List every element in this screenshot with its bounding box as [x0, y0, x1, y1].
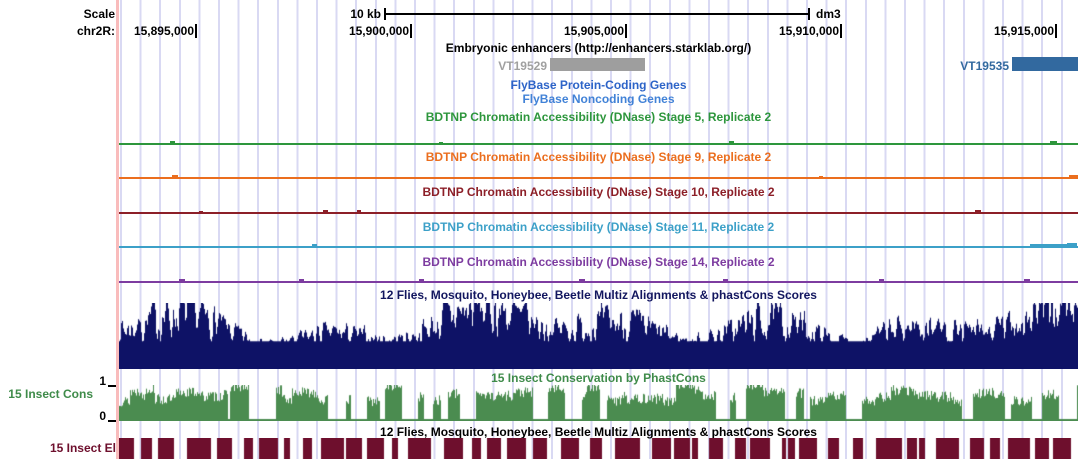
bdtnp-signal-peak: [579, 279, 585, 281]
ruler-coordinate-label: 15,900,000: [348, 24, 409, 38]
bdtnp-track-title[interactable]: BDTNP Chromatin Accessibility (DNase) St…: [425, 150, 772, 164]
bdtnp-signal-baseline[interactable]: [119, 281, 1078, 283]
bdtnp-signal-peak: [179, 279, 185, 281]
bdtnp-signal-peak: [1069, 175, 1078, 177]
scale-row-label: Scale: [83, 7, 115, 21]
bdtnp-signal-peak: [729, 141, 734, 143]
cons-track-title[interactable]: 15 Insect Conservation by PhastCons: [491, 371, 706, 385]
bdtnp-signal-peak: [312, 244, 317, 246]
bdtnp-signal-peak: [323, 210, 328, 212]
conserved-elements-track[interactable]: [119, 438, 1078, 459]
scale-bar-value: 10 kb: [350, 7, 381, 21]
ruler-tick: [1055, 24, 1057, 38]
cons-axis-max: 1: [99, 374, 106, 388]
phastcons-histogram-track[interactable]: [119, 385, 1078, 421]
cons-axis-max-tick: [108, 385, 116, 387]
bdtnp-signal-peak: [975, 210, 981, 212]
enhancers-track-title: Embryonic enhancers (http://enhancers.st…: [445, 41, 752, 55]
bdtnp-signal-baseline[interactable]: [119, 212, 1078, 214]
chromosome-label: chr2R:: [76, 24, 115, 38]
cons-axis-min-tick: [108, 420, 116, 422]
elements-track-left-label[interactable]: 15 Insect El: [49, 441, 116, 455]
scale-bar-right-cap: [808, 8, 810, 20]
bdtnp-signal-baseline[interactable]: [119, 246, 1078, 248]
flybase-coding-track-title[interactable]: FlyBase Protein-Coding Genes: [510, 78, 687, 92]
bdtnp-signal-peak: [170, 141, 175, 143]
grid-background: [119, 0, 1078, 459]
bdtnp-signal-baseline[interactable]: [119, 143, 1078, 145]
bdtnp-signal-peak: [419, 279, 424, 281]
bdtnp-signal-peak: [819, 176, 823, 177]
bdtnp-signal-peak: [1024, 279, 1030, 281]
multiz-density-track[interactable]: [119, 303, 1078, 369]
ruler-coordinate-label: 15,910,000: [778, 24, 839, 38]
ruler-tick: [625, 24, 627, 38]
enhancer-item-label: VT19529: [498, 59, 547, 73]
multiz-caption: 12 Flies, Mosquito, Honeybee, Beetle Mul…: [380, 425, 817, 439]
ruler-coordinate-label: 15,895,000: [133, 24, 194, 38]
bdtnp-signal-peak: [199, 211, 203, 212]
ruler-coordinate-label: 15,905,000: [563, 24, 624, 38]
flybase-noncoding-track-title[interactable]: FlyBase Noncoding Genes: [522, 92, 675, 106]
bdtnp-signal-peak: [439, 142, 443, 143]
bdtnp-signal-peak: [1067, 243, 1077, 246]
enhancer-item-label: VT19535: [960, 59, 1009, 73]
enhancer-feature-box[interactable]: [550, 58, 645, 71]
bdtnp-signal-peak: [879, 279, 884, 281]
bdtnp-signal-peak: [172, 175, 178, 177]
cons-axis-min: 0: [99, 409, 106, 423]
ruler-tick: [410, 24, 412, 38]
bdtnp-track-title[interactable]: BDTNP Chromatin Accessibility (DNase) St…: [422, 255, 775, 269]
assembly-label: dm3: [816, 7, 841, 21]
scale-bar-line: [385, 13, 809, 15]
bdtnp-signal-peak: [357, 210, 361, 212]
bdtnp-signal-peak: [299, 279, 304, 281]
multiz-track-title[interactable]: 12 Flies, Mosquito, Honeybee, Beetle Mul…: [380, 288, 817, 302]
bdtnp-track-title[interactable]: BDTNP Chromatin Accessibility (DNase) St…: [425, 110, 772, 124]
bdtnp-signal-baseline[interactable]: [119, 177, 1078, 179]
cons-track-left-label[interactable]: 15 Insect Cons: [8, 387, 93, 401]
bdtnp-signal-peak: [1030, 244, 1070, 246]
ruler-tick: [195, 24, 197, 38]
enhancer-feature-box[interactable]: [1012, 57, 1078, 71]
ruler-coordinate-label: 15,915,000: [993, 24, 1054, 38]
bdtnp-signal-peak: [723, 279, 728, 281]
window-start-line: [116, 0, 119, 459]
scale-bar-left-cap: [384, 8, 386, 20]
bdtnp-track-title[interactable]: BDTNP Chromatin Accessibility (DNase) St…: [422, 185, 775, 199]
bdtnp-track-title[interactable]: BDTNP Chromatin Accessibility (DNase) St…: [422, 220, 775, 234]
bdtnp-signal-peak: [1050, 141, 1057, 143]
ruler-tick: [840, 24, 842, 38]
